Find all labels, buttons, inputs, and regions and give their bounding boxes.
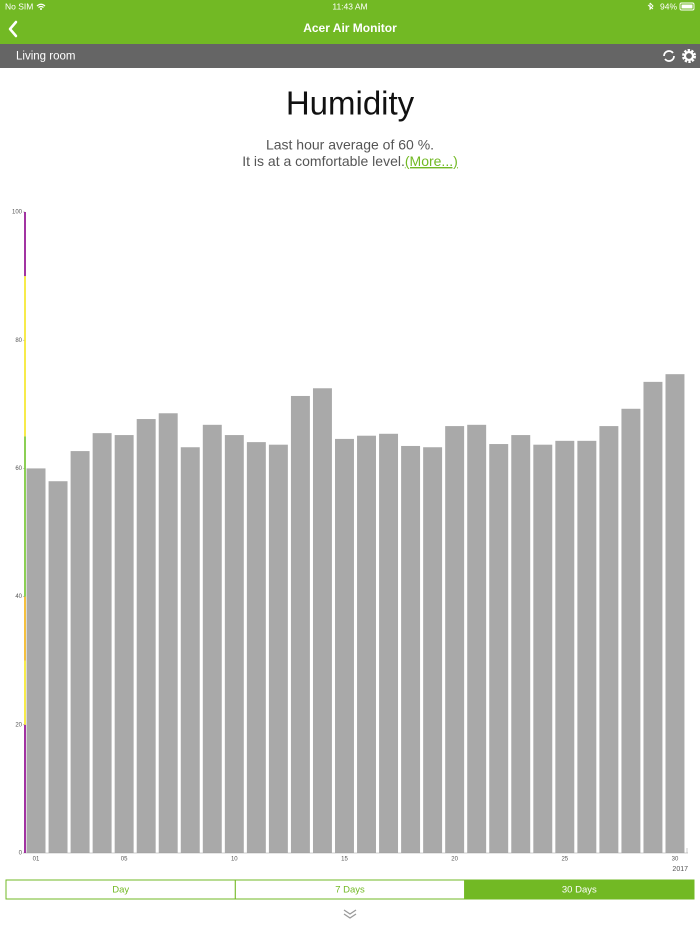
bar [290,395,310,853]
battery-text: 94% [660,1,677,11]
x-tick-label: 10 [231,857,238,863]
location-bar [0,44,700,68]
back-button[interactable] [8,20,18,38]
tab-background [464,879,695,900]
bar [158,413,178,853]
bar [643,381,663,853]
bar [202,424,222,853]
y-tick-label: 60 [15,466,22,472]
gear-teeth [682,49,696,63]
tab[interactable]: 30 Days [464,879,695,900]
bar [533,444,553,853]
tab-label: 30 Days [562,885,597,896]
nav-background [0,0,700,44]
bar [599,426,619,853]
bar [114,435,134,853]
summary-line: Last hour average of 60 %. [266,137,434,153]
y-tick-label: 80 [15,338,22,344]
refresh-button[interactable] [663,50,675,62]
comfort-text: It is at a comfortable level. [242,153,405,169]
x-tick-label: 20 [451,857,458,863]
x-axis-year: 2017 [672,866,688,873]
bar [445,426,465,853]
bar [511,435,531,853]
expand-chevron[interactable] [343,909,357,919]
wifi-dot [40,8,42,10]
x-tick-label: 01 [33,857,40,863]
carrier: No SIM [5,1,33,11]
x-tick-label: 05 [121,857,128,863]
page-title: Humidity [286,85,415,122]
y-tick-label: 0 [19,851,23,857]
bar [70,451,90,853]
y-tick-label: 100 [12,210,23,216]
bluetooth-icon [647,2,654,10]
bar [335,438,354,853]
y-tick-label: 20 [15,722,22,728]
tab-label: 7 Days [335,885,365,896]
settings-button[interactable] [682,49,696,63]
y-tick-label: 40 [15,594,22,600]
bar [401,445,421,853]
bar [379,433,399,853]
battery-icon [679,2,695,11]
x-tick-label: 30 [672,857,679,863]
bar [312,388,332,853]
more-link[interactable]: (More...) [405,153,458,169]
wifi-icon [36,3,46,8]
clock: 11:43 AM [332,1,367,11]
x-tick-label: 25 [561,857,568,863]
nav-title: Acer Air Monitor [303,21,397,35]
battery-level [681,4,693,9]
tab-label: Day [112,885,129,896]
chart: 0 20 40 60 80 100 01 05 10 15 20 25 30 2017 [12,210,688,873]
bar [180,447,200,853]
bar [48,481,68,853]
bar [555,440,575,853]
bar [92,433,112,853]
bar [136,419,156,853]
bar [489,444,509,853]
bar [467,424,487,853]
bar [621,408,641,853]
refresh-icon [663,50,675,62]
bar [665,374,685,853]
bar [26,468,46,853]
tab[interactable]: Day [5,879,236,900]
tab-bar: Day 7 Days 30 Days [5,879,695,900]
room-name: Living room [16,51,75,63]
bar [246,442,266,853]
bar [268,444,288,853]
gear-body [683,50,695,62]
bar [423,447,443,853]
bar [577,440,597,853]
bar [357,435,376,853]
tab[interactable]: 7 Days [234,879,466,900]
bar [224,435,244,853]
x-tick-label: 15 [341,857,348,863]
summary-line: It is at a comfortable level.(More...) [242,153,458,169]
